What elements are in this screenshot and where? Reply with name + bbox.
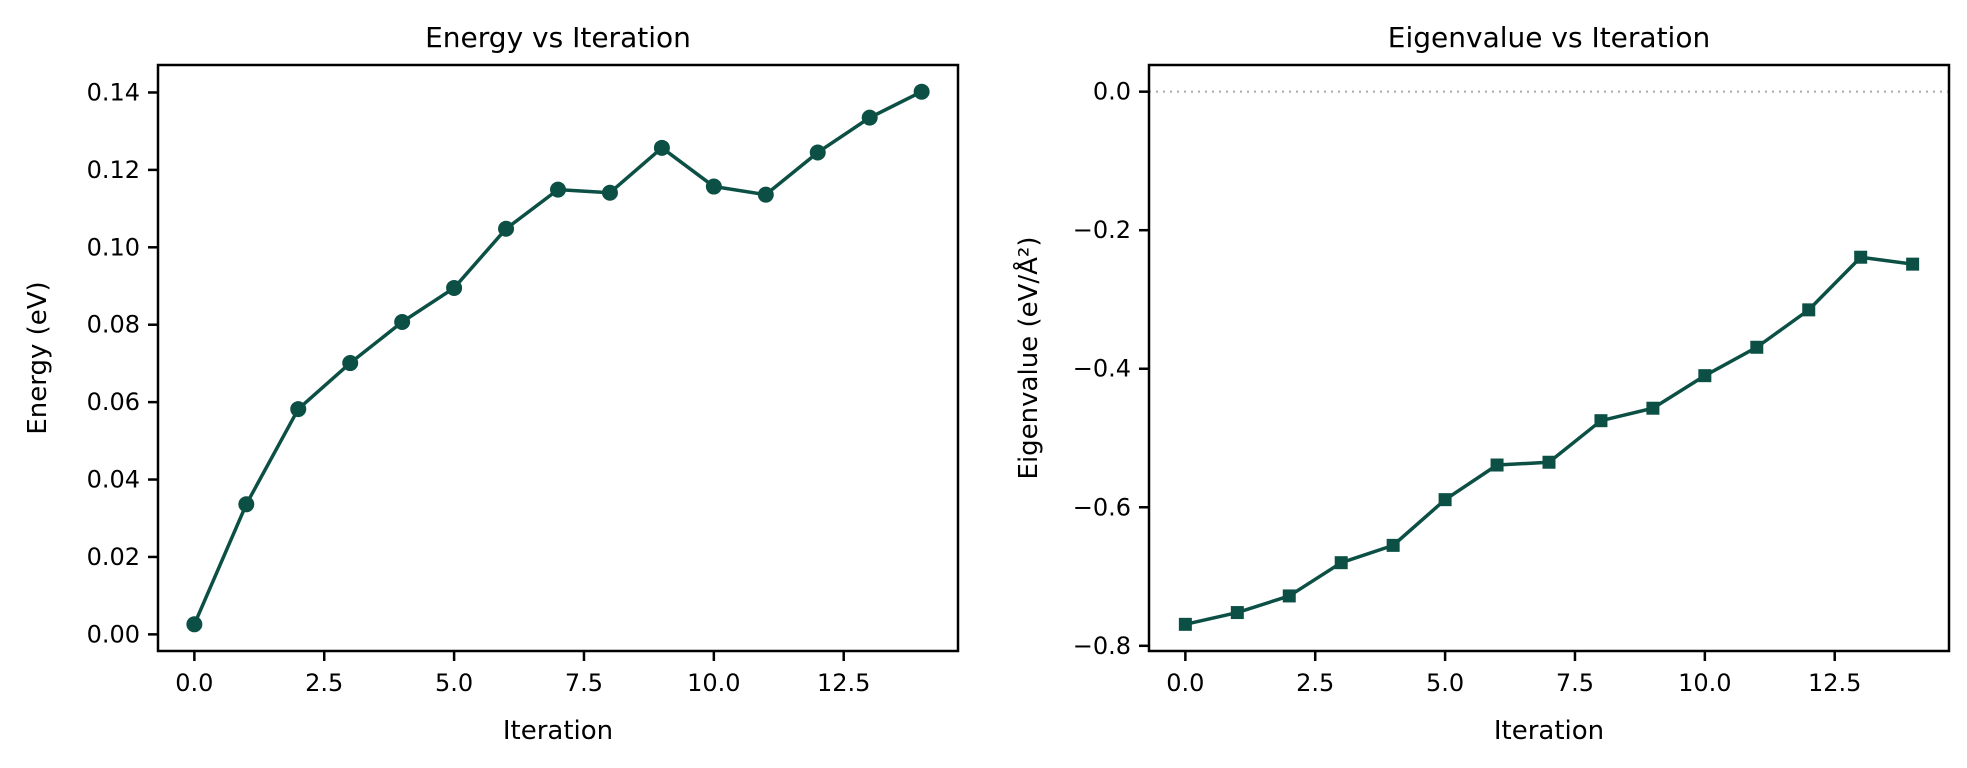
y-tick-label: −0.8 xyxy=(1073,632,1131,660)
x-tick-label: 5.0 xyxy=(1426,669,1464,697)
data-point-marker xyxy=(1438,493,1452,507)
energy-vs-iteration-chart: 0.0 2.5 5.0 7.5 10.0 12.5 0.00 0.02 0.04 0.06 0.08… xyxy=(0,0,983,768)
axes-spines xyxy=(156,63,960,653)
data-point-marker xyxy=(1646,401,1660,415)
chart-canvas: 0.0 2.5 5.0 7.5 10.0 12.5 0.0 −0.2 −0.4 −0.6 −0.8 E… xyxy=(1012,21,1951,746)
data-point-marker xyxy=(601,184,618,201)
x-tick-label: 10.0 xyxy=(687,669,740,697)
y-tick-label: 0.14 xyxy=(87,78,140,106)
x-tick-label: 12.5 xyxy=(1808,669,1861,697)
x-tick-label: 0.0 xyxy=(175,669,213,697)
data-point-marker xyxy=(1854,250,1868,264)
y-tick-label: 0.10 xyxy=(87,233,140,261)
chart-title: Energy vs Iteration xyxy=(425,21,691,54)
y-tick-label: 0.04 xyxy=(87,466,140,494)
series-line xyxy=(192,89,924,627)
y-tick-label: 0.12 xyxy=(87,156,140,184)
data-point-marker xyxy=(1906,257,1920,271)
data-point-marker xyxy=(290,401,307,418)
data-point-marker xyxy=(1230,606,1244,620)
data-point-marker xyxy=(1594,414,1608,428)
x-axis-label: Iteration xyxy=(503,716,613,746)
y-tick-label: −0.6 xyxy=(1073,493,1131,521)
y-axis-label: Energy (eV) xyxy=(23,281,53,434)
data-point-marker xyxy=(446,279,463,296)
data-point-marker xyxy=(550,181,566,198)
data-point-marker xyxy=(498,220,515,237)
data-point-marker xyxy=(861,109,878,126)
data-point-marker xyxy=(186,616,203,633)
y-tick-label: 0.06 xyxy=(87,388,140,416)
data-point-marker xyxy=(913,83,930,100)
data-point-marker xyxy=(1386,538,1400,552)
x-tick-label: 10.0 xyxy=(1678,669,1731,697)
data-point-marker xyxy=(394,314,411,331)
data-point-marker xyxy=(1698,369,1712,383)
data-point-marker xyxy=(1334,556,1348,570)
data-point-marker xyxy=(1802,303,1816,317)
x-tick-label: 12.5 xyxy=(817,669,870,697)
y-tick-label: 0.02 xyxy=(87,543,140,571)
data-point-marker xyxy=(757,186,774,203)
data-point-marker xyxy=(705,178,722,195)
x-tick-label: 2.5 xyxy=(305,669,343,697)
chart-title: Eigenvalue vs Iteration xyxy=(1388,21,1710,54)
data-point-marker xyxy=(653,139,670,156)
x-tick-label: 5.0 xyxy=(435,669,473,697)
x-tick-label: 0.0 xyxy=(1166,669,1204,697)
chart-canvas: 0.0 2.5 5.0 7.5 10.0 12.5 0.00 0.02 0.04 0.06 0.08… xyxy=(23,21,960,746)
y-tick-label: −0.2 xyxy=(1073,216,1131,244)
y-axis-label: Eigenvalue (eV/Å²) xyxy=(1012,237,1044,480)
data-point-marker xyxy=(1750,340,1764,354)
data-point-marker xyxy=(1282,589,1296,603)
axes-spines xyxy=(1147,63,1951,653)
data-point-marker xyxy=(238,496,255,513)
data-point-marker xyxy=(342,355,359,372)
x-tick-label: 2.5 xyxy=(1296,669,1334,697)
x-tick-label: 7.5 xyxy=(1556,669,1594,697)
y-tick-label: 0.08 xyxy=(87,311,140,339)
y-tick-label: 0.0 xyxy=(1093,78,1131,106)
x-tick-label: 7.5 xyxy=(565,669,603,697)
eigenvalue-vs-iteration-chart: 0.0 2.5 5.0 7.5 10.0 12.5 0.0 −0.2 −0.4 −0.6 −0.8 E… xyxy=(984,0,1967,768)
data-point-marker xyxy=(809,144,826,161)
data-point-marker xyxy=(1490,458,1504,472)
y-tick-label: 0.00 xyxy=(87,620,140,648)
data-point-marker xyxy=(1542,455,1556,469)
data-point-marker xyxy=(1178,617,1192,631)
x-axis-label: Iteration xyxy=(1494,716,1604,746)
y-tick-label: −0.4 xyxy=(1073,355,1131,383)
